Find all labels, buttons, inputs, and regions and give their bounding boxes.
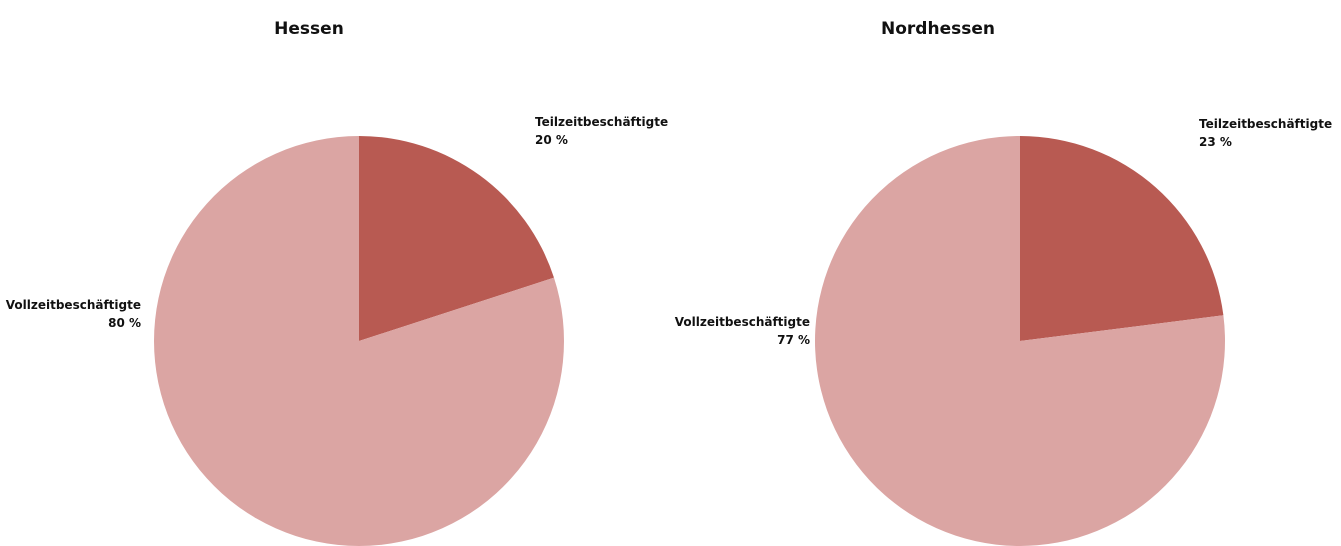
chart-title: Hessen — [274, 19, 344, 39]
pie-slice — [815, 136, 1225, 546]
slice-value-label: 80 % — [108, 316, 141, 330]
pie-slice — [154, 136, 565, 546]
slice-label: Vollzeitbeschäftigte — [6, 298, 141, 312]
slice-value-label: 77 % — [777, 333, 810, 347]
chart-title: Nordhessen — [881, 19, 995, 39]
slice-label: Teilzeitbeschäftigte — [1199, 117, 1332, 131]
slice-value-label: 23 % — [1199, 135, 1232, 149]
slice-label: Vollzeitbeschäftigte — [675, 315, 810, 329]
slice-label: Teilzeitbeschäftigte — [535, 115, 668, 129]
pie-slice — [359, 136, 554, 341]
pie-slice — [1020, 136, 1224, 341]
slice-value-label: 20 % — [535, 133, 568, 147]
